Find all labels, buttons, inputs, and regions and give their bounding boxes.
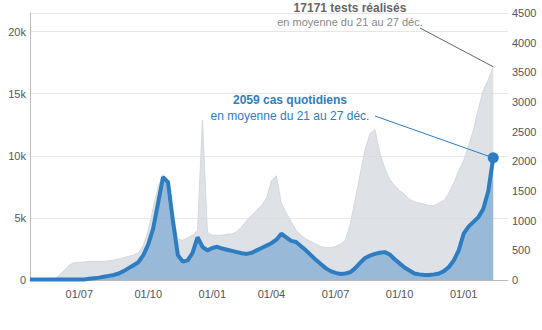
svg-text:2500: 2500 — [512, 126, 536, 138]
svg-text:2000: 2000 — [512, 155, 536, 167]
svg-text:10k: 10k — [8, 150, 26, 162]
svg-text:en moyenne du 21 au 27 déc.: en moyenne du 21 au 27 déc. — [211, 109, 370, 123]
svg-text:500: 500 — [512, 244, 530, 256]
svg-text:1000: 1000 — [512, 215, 536, 227]
svg-text:2059 cas quotidiens: 2059 cas quotidiens — [233, 93, 347, 107]
svg-text:3000: 3000 — [512, 96, 536, 108]
svg-text:0: 0 — [20, 274, 26, 286]
svg-text:20k: 20k — [8, 26, 26, 38]
svg-text:3500: 3500 — [512, 66, 536, 78]
svg-text:01/07: 01/07 — [322, 288, 350, 300]
svg-text:en moyenne du 21 au 27 déc.: en moyenne du 21 au 27 déc. — [277, 16, 423, 28]
svg-text:01/01: 01/01 — [199, 288, 227, 300]
svg-text:01/04: 01/04 — [258, 288, 286, 300]
svg-text:4500: 4500 — [512, 7, 536, 19]
svg-text:01/01: 01/01 — [450, 288, 478, 300]
svg-text:01/10: 01/10 — [386, 288, 414, 300]
svg-text:1500: 1500 — [512, 185, 536, 197]
svg-text:5k: 5k — [14, 212, 26, 224]
svg-text:01/10: 01/10 — [135, 288, 163, 300]
svg-text:17171 tests réalisés: 17171 tests réalisés — [294, 1, 407, 15]
svg-text:4000: 4000 — [512, 37, 536, 49]
svg-text:01/07: 01/07 — [66, 288, 94, 300]
svg-text:15k: 15k — [8, 88, 26, 100]
svg-text:0: 0 — [512, 274, 518, 286]
